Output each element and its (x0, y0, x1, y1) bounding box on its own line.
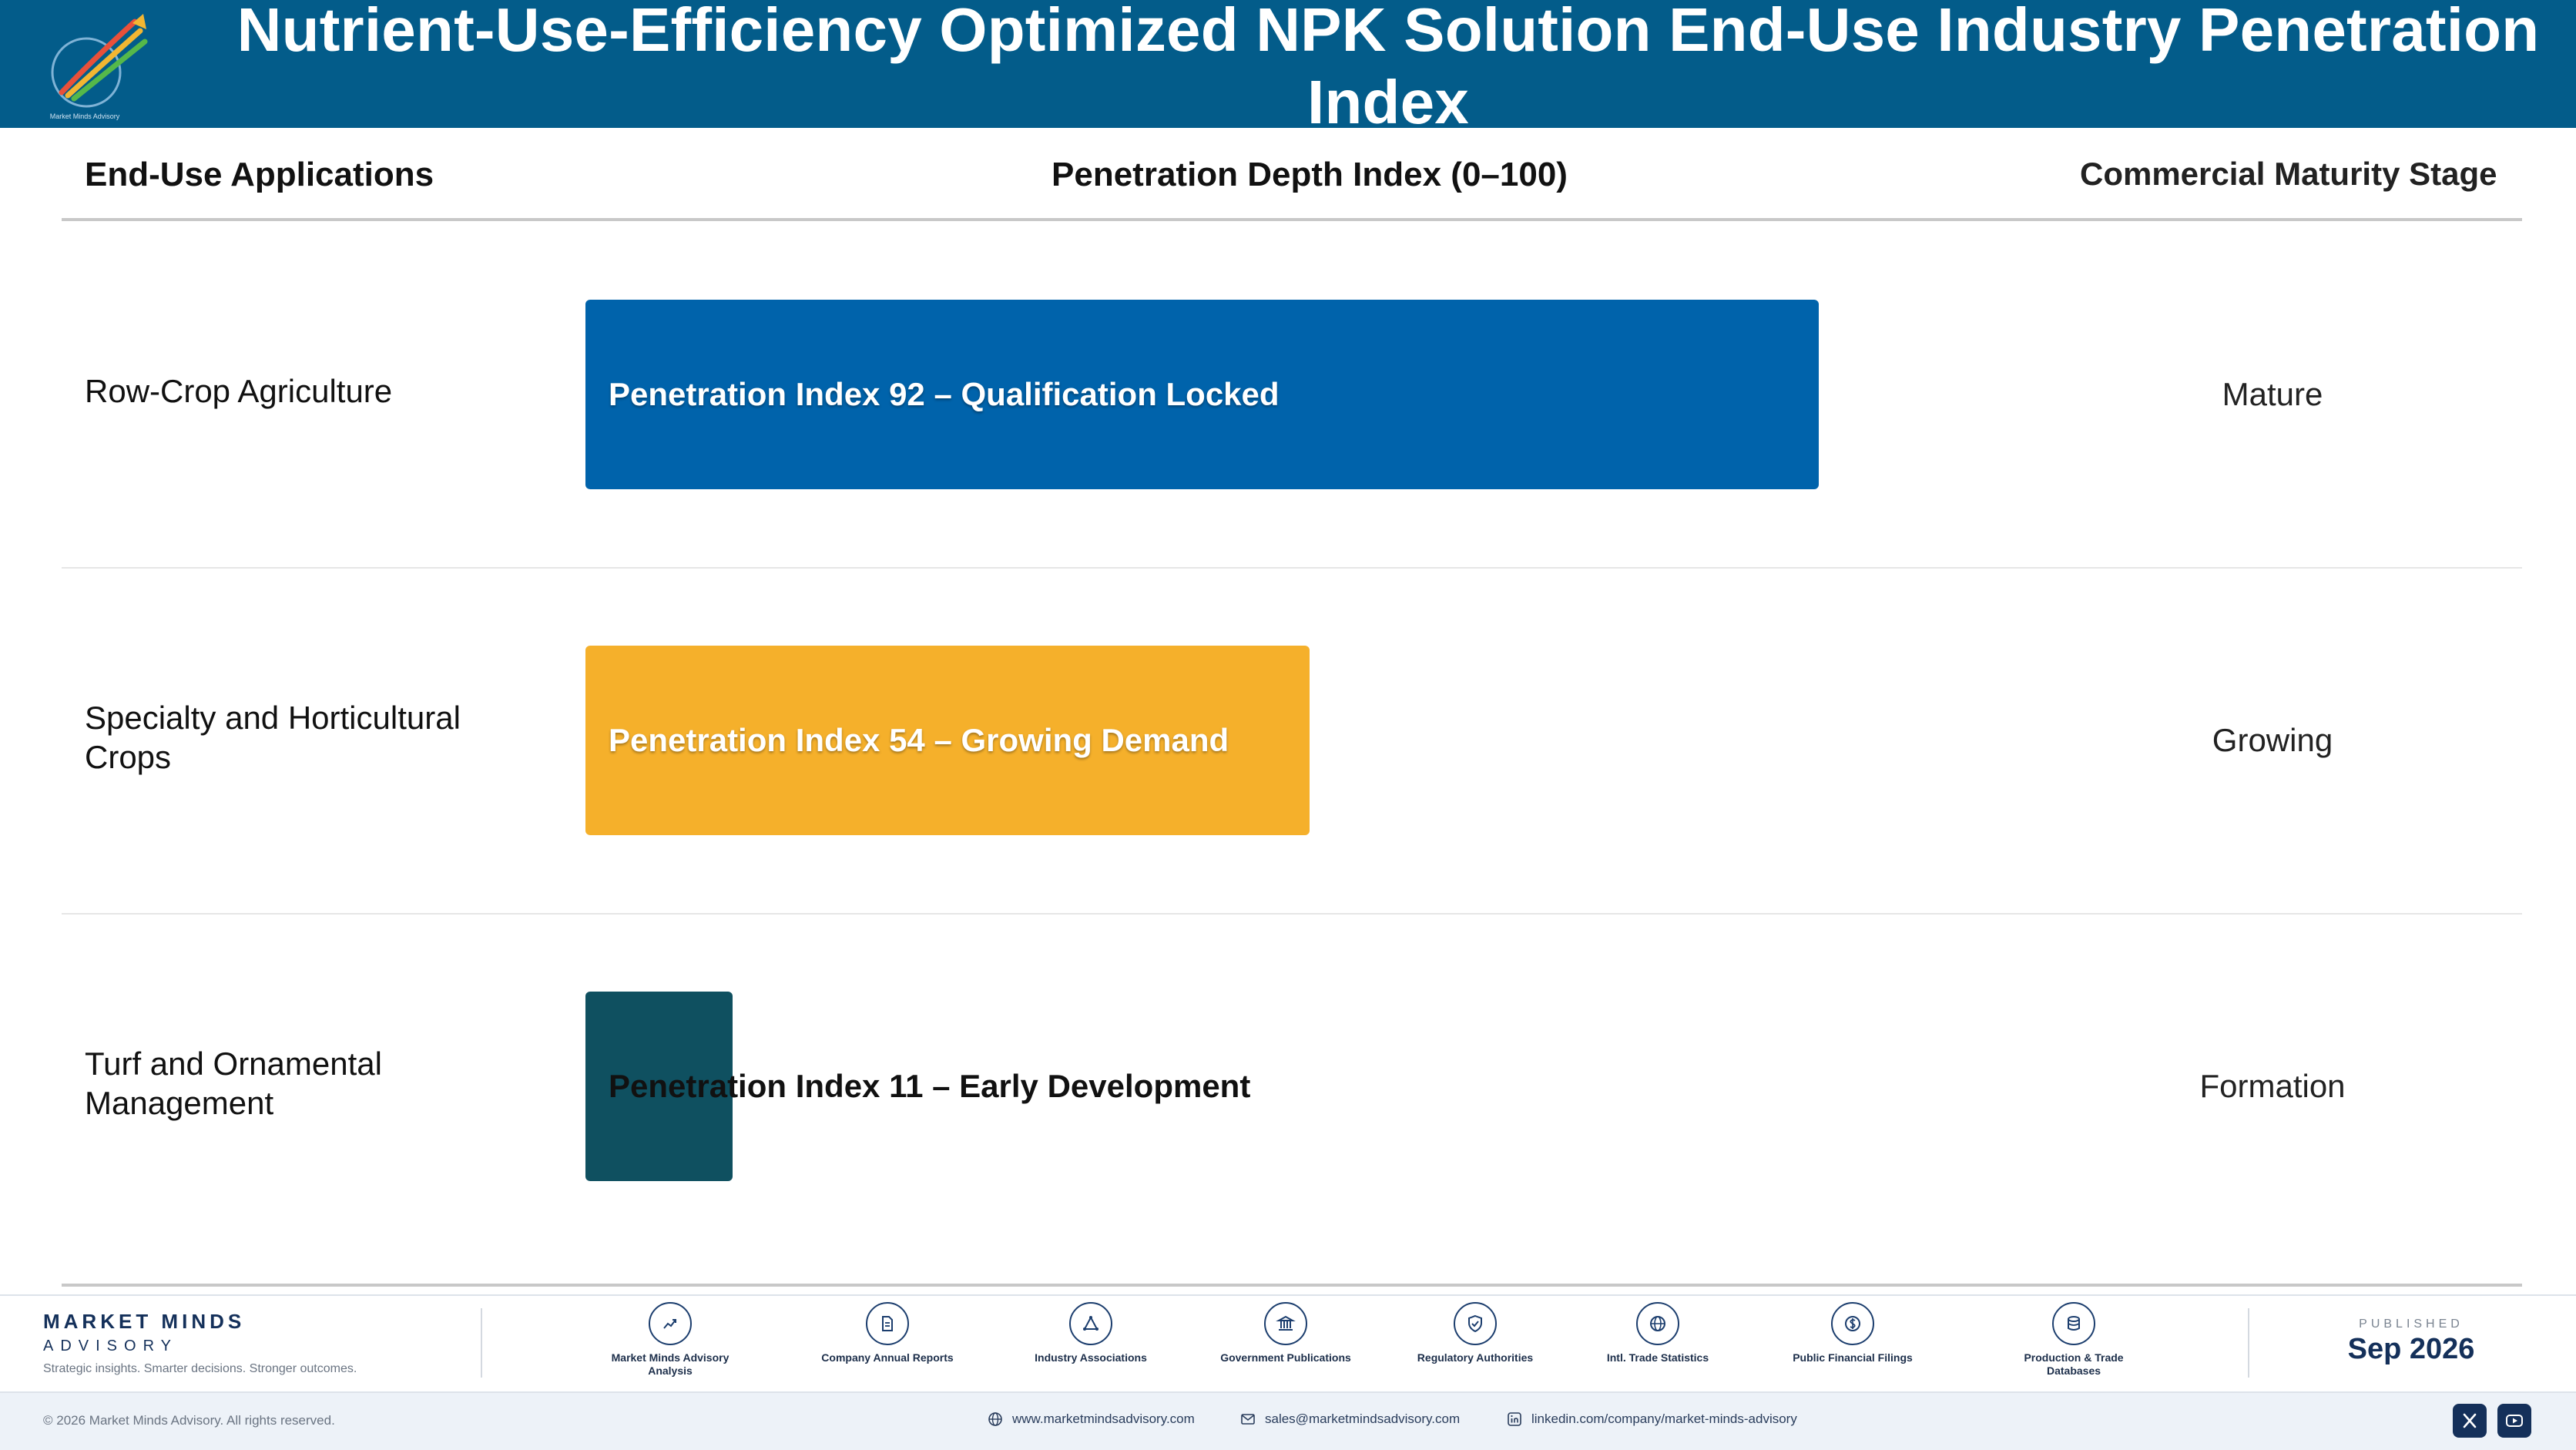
source-item: Company Annual Reports (810, 1302, 964, 1364)
x-social-button[interactable] (2453, 1404, 2487, 1438)
page-title: Nutrient-Use-Efficiency Optimized NPK So… (236, 0, 2540, 128)
penetration-bar (585, 299, 1819, 489)
bar-data-label: Penetration Index 92 – Qualification Loc… (609, 375, 1280, 412)
category-label: Turf and Ornamental Management (85, 1045, 382, 1121)
title-banner: Market Minds Advisory Nutrient-Use-Effic… (0, 0, 2576, 128)
published-date: Sep 2026 (2347, 1333, 2475, 1365)
source-label: Industry Associations (1035, 1351, 1147, 1364)
globe-icon (988, 1412, 1002, 1426)
maturity-stage-label: Mature (2222, 375, 2323, 412)
company-logo: Market Minds Advisory (50, 14, 148, 120)
row-divider (62, 913, 2522, 915)
maturity-stage-label: Formation (2199, 1067, 2346, 1104)
source-item: Government Publications (1209, 1302, 1363, 1364)
trend-chart-icon (649, 1302, 692, 1345)
header-divider (62, 218, 2522, 221)
source-item: Market Minds Advisory Analysis (593, 1302, 747, 1378)
linkedin-text: linkedin.com/company/market-minds-adviso… (1531, 1411, 1797, 1426)
penetration-bar (585, 991, 733, 1181)
dollar-coin-icon (1831, 1302, 1874, 1345)
youtube-social-button[interactable] (2497, 1404, 2531, 1438)
bar-data-label: Penetration Index 54 – Growing Demand (609, 721, 1229, 758)
footer-contact-bar (0, 1391, 2576, 1450)
source-label: Production & Trade Databases (2024, 1351, 2124, 1377)
bar-data-label: Penetration Index 11 – Early Development (609, 1067, 1251, 1104)
column-header-penetration-depth: Penetration Depth Index (0–100) (1052, 156, 1568, 193)
table-bottom-divider (62, 1284, 2522, 1287)
category-label: Row-Crop Agriculture (85, 373, 393, 409)
website-text: www.marketmindsadvisory.com (1012, 1411, 1195, 1426)
email-link[interactable]: sales@marketmindsadvisory.com (1240, 1411, 1460, 1427)
source-label: Market Minds Advisory Analysis (611, 1351, 730, 1377)
penetration-bar (585, 645, 1310, 835)
source-item: Regulatory Authorities (1398, 1302, 1552, 1364)
footer-brand-name: MARKET MINDS (43, 1310, 246, 1333)
row-divider (62, 567, 2522, 569)
source-label: Public Financial Filings (1793, 1351, 1913, 1364)
source-item: Public Financial Filings (1776, 1302, 1930, 1364)
youtube-icon (2506, 1415, 2523, 1427)
svg-text:Market Minds Advisory: Market Minds Advisory (50, 112, 120, 120)
bar-track: Penetration Index 92 – Qualification Loc… (585, 299, 1926, 489)
linkedin-link[interactable]: linkedin.com/company/market-minds-adviso… (1507, 1411, 1797, 1427)
x-logo-icon (2463, 1413, 2477, 1428)
mail-icon (1241, 1414, 1255, 1425)
source-label: Company Annual Reports (821, 1351, 954, 1364)
source-label: Government Publications (1220, 1351, 1351, 1364)
footer-tagline: Strategic insights. Smarter decisions. S… (43, 1362, 357, 1375)
website-link[interactable]: www.marketmindsadvisory.com (988, 1411, 1195, 1427)
copyright-text: © 2026 Market Minds Advisory. All rights… (43, 1413, 335, 1428)
document-icon (866, 1302, 909, 1345)
source-label: Regulatory Authorities (1417, 1351, 1534, 1364)
source-item: Industry Associations (1014, 1302, 1168, 1364)
globe-icon (1636, 1302, 1679, 1345)
maturity-stage-label: Growing (2212, 721, 2333, 758)
bar-track: Penetration Index 54 – Growing Demand (585, 645, 1926, 835)
source-label: Intl. Trade Statistics (1606, 1351, 1709, 1364)
network-icon (1069, 1302, 1112, 1345)
footer-brand-sub: ADVISORY (43, 1338, 178, 1354)
shield-check-icon (1454, 1302, 1497, 1345)
source-item: Production & Trade Databases (1997, 1302, 2151, 1378)
government-building-icon (1264, 1302, 1307, 1345)
column-header-applications: End-Use Applications (85, 156, 434, 193)
database-icon (2052, 1302, 2095, 1345)
bar-track: Penetration Index 11 – Early Development (585, 991, 1926, 1181)
email-text: sales@marketmindsadvisory.com (1265, 1411, 1461, 1426)
column-header-maturity-stage: Commercial Maturity Stage (2080, 156, 2497, 192)
category-label: Specialty and Horticultural Crops (85, 699, 461, 775)
linkedin-icon (1508, 1412, 1521, 1426)
footer-divider-right (2248, 1308, 2249, 1378)
source-item: Intl. Trade Statistics (1581, 1302, 1735, 1364)
footer-divider-left (481, 1308, 482, 1378)
published-label: PUBLISHED (2359, 1317, 2464, 1331)
